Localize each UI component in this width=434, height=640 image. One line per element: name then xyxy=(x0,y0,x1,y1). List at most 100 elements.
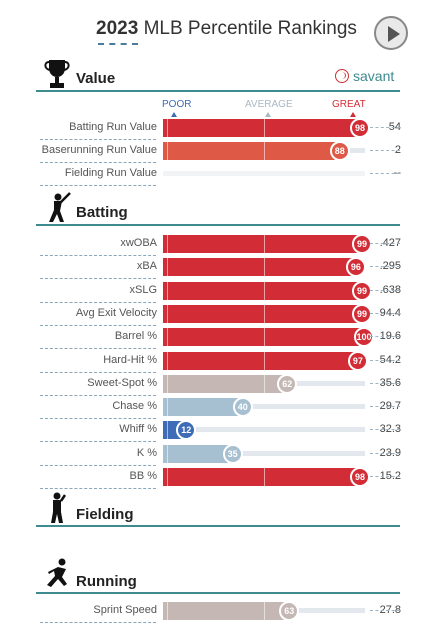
percentile-track xyxy=(163,427,365,433)
row-divider xyxy=(40,301,156,303)
value-divider xyxy=(370,150,400,151)
row-divider xyxy=(40,441,156,443)
metric-row[interactable]: BB % 98 15.2 xyxy=(0,466,434,489)
baseball-icon xyxy=(335,69,349,83)
metric-label: K % xyxy=(136,446,157,459)
row-divider xyxy=(40,348,156,350)
metric-label: Chase % xyxy=(112,400,157,413)
scale-tick xyxy=(264,281,265,300)
value-divider xyxy=(370,406,400,408)
metric-row[interactable]: K % 35 23.9 xyxy=(0,443,434,466)
percentile-badge: 100 xyxy=(354,327,374,348)
row-divider xyxy=(40,371,156,373)
section-title-fielding: Fielding xyxy=(76,506,134,523)
percentile-badge: 35 xyxy=(222,443,243,464)
section-rule xyxy=(36,525,400,527)
percentile-bar xyxy=(163,304,363,323)
scale-tick xyxy=(167,328,169,347)
play-icon[interactable] xyxy=(374,16,408,50)
scale-tick xyxy=(264,142,265,160)
row-divider xyxy=(40,488,156,489)
title-text: MLB Percentile Rankings xyxy=(143,18,357,39)
metric-row[interactable]: xBA 96.295 xyxy=(0,256,434,280)
row-divider xyxy=(40,255,156,256)
section-rule xyxy=(36,592,400,594)
great-arrow-icon xyxy=(350,112,356,117)
value-divider xyxy=(370,266,400,268)
percentile-track xyxy=(163,450,365,456)
row-divider xyxy=(40,324,156,326)
metric-row[interactable]: Barrel % 100 19.6 xyxy=(0,326,434,350)
scale-tick xyxy=(167,421,169,440)
metric-row[interactable]: xSLG 99.638 xyxy=(0,280,434,303)
poor-arrow-icon xyxy=(171,112,177,117)
scale-tick xyxy=(167,281,169,300)
metric-row[interactable]: Sprint Speed 63 27.8 xyxy=(0,600,434,623)
percentile-badge: 99 xyxy=(351,234,372,254)
section-batting: Batting xyxy=(40,190,400,226)
value-divider xyxy=(370,127,400,128)
section-value: Value xyxy=(40,56,400,92)
scale-poor: POOR xyxy=(162,99,192,110)
metric-label: BB % xyxy=(129,470,157,482)
scale-average: AVERAGE xyxy=(245,99,293,110)
fielder-icon xyxy=(51,492,67,523)
scale-tick xyxy=(167,374,169,393)
metric-row[interactable]: Baserunning Run Value 88 2 xyxy=(0,140,434,163)
percentile-badge: 40 xyxy=(232,397,253,418)
metric-label: xBA xyxy=(136,260,157,273)
section-title-batting: Batting xyxy=(76,204,128,221)
value-divider xyxy=(370,452,400,454)
percentile-badge: 63 xyxy=(279,601,300,621)
scale-tick xyxy=(264,258,265,277)
section-title-value: Value xyxy=(76,70,116,87)
title-year: 2023 xyxy=(96,18,139,39)
metric-label: Batting Run Value xyxy=(69,121,157,133)
metric-row[interactable]: Sweet-Spot % 62 35.6 xyxy=(0,373,434,396)
metric-row[interactable]: Batting Run Value 98 54 xyxy=(0,117,434,140)
row-divider xyxy=(40,622,156,623)
row-divider xyxy=(40,162,156,163)
percentile-bar xyxy=(163,351,359,370)
metric-row[interactable]: Fielding Run Value -- xyxy=(0,163,434,186)
scale-tick xyxy=(167,398,169,417)
percentile-bar xyxy=(163,119,361,137)
title-underline xyxy=(98,43,138,45)
percentile-badge: 99 xyxy=(351,303,372,324)
row-divider xyxy=(40,418,156,420)
section-rule xyxy=(36,224,400,226)
metric-label: Hard-Hit % xyxy=(103,353,157,366)
value-divider xyxy=(370,476,400,477)
metric-label: Avg Exit Velocity xyxy=(75,306,157,319)
savant-brand[interactable]: savant xyxy=(335,68,394,84)
percentile-bar xyxy=(163,374,289,393)
percentile-badge: 97 xyxy=(347,350,368,371)
metric-row[interactable]: Avg Exit Velocity 99 94.4 xyxy=(0,303,434,326)
page-title: 2023 MLB Percentile Rankings xyxy=(96,18,357,40)
scale-tick xyxy=(167,119,169,137)
percentile-badge: 98 xyxy=(349,118,370,138)
scale-tick xyxy=(264,235,265,253)
percentile-track xyxy=(163,404,365,410)
percentile-badge: 12 xyxy=(176,420,197,441)
value-divider xyxy=(370,289,400,291)
batter-icon xyxy=(49,192,71,222)
value-divider xyxy=(370,429,400,431)
metric-row[interactable]: xwOBA 99.427 xyxy=(0,233,434,256)
scale-tick xyxy=(167,258,169,277)
row-divider xyxy=(40,278,156,280)
scale-tick xyxy=(264,374,265,393)
value-divider xyxy=(370,173,400,174)
metric-row[interactable]: Chase % 40 29.7 xyxy=(0,396,434,420)
metric-row[interactable]: Hard-Hit % 97 54.2 xyxy=(0,350,434,373)
scale-tick xyxy=(264,304,265,323)
value-divider xyxy=(370,312,400,314)
percentile-bar xyxy=(163,235,363,253)
row-divider xyxy=(40,139,156,140)
percentile-badge: 98 xyxy=(349,467,370,487)
metric-label: Fielding Run Value xyxy=(64,167,157,179)
row-divider xyxy=(40,185,156,186)
percentile-badge: 88 xyxy=(329,141,350,161)
metric-row[interactable]: Whiff % 12 32.3 xyxy=(0,419,434,443)
metric-label: Whiff % xyxy=(119,423,157,436)
